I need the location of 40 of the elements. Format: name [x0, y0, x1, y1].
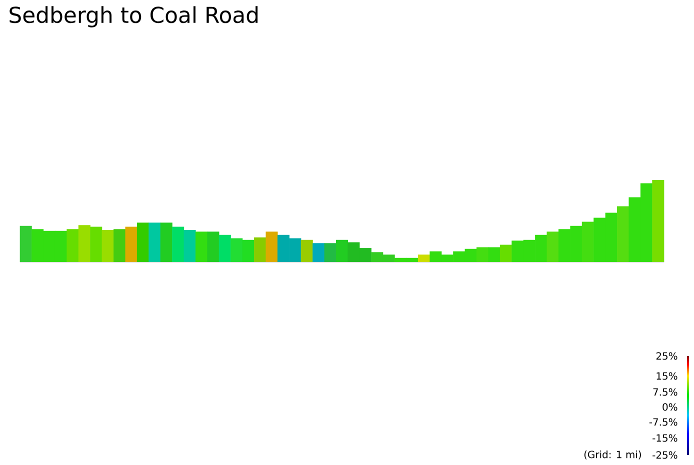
- bar: [114, 229, 126, 262]
- bar: [66, 229, 79, 262]
- bar: [300, 240, 313, 262]
- text: -7.5%: [649, 418, 678, 426]
- bar: [488, 247, 500, 262]
- bar: [242, 240, 254, 262]
- bar: [195, 232, 208, 262]
- bar: [20, 226, 32, 262]
- bar: [500, 244, 512, 262]
- bar: [582, 222, 594, 262]
- bar: [160, 222, 172, 262]
- bar: [652, 180, 664, 262]
- text: -15%: [652, 434, 678, 442]
- bar: [172, 226, 184, 262]
- bar: [125, 226, 138, 262]
- text: 7.5%: [653, 388, 678, 396]
- bar: [324, 243, 336, 262]
- bar: [90, 226, 102, 262]
- bar: [148, 222, 161, 262]
- bar: [418, 254, 430, 262]
- text: -25%: [652, 451, 678, 459]
- text: 25%: [656, 352, 678, 360]
- bar: [230, 238, 243, 262]
- bar: [266, 232, 278, 262]
- text: (Grid: 1 mi): [584, 450, 641, 460]
- text: 15%: [656, 372, 678, 380]
- bar: [78, 225, 90, 262]
- bar: [184, 230, 196, 262]
- bar: [102, 230, 114, 262]
- bar: [617, 206, 630, 262]
- bar: [254, 237, 266, 262]
- bar: [546, 232, 559, 262]
- chart-title: Sedbergh to Coal Road: [10, 6, 258, 28]
- bar: [207, 232, 220, 262]
- bar: [312, 243, 325, 262]
- bar: [136, 222, 149, 262]
- bar: [336, 240, 348, 262]
- text: 0%: [662, 403, 678, 411]
- bar: [476, 247, 489, 262]
- bar: [218, 234, 231, 262]
